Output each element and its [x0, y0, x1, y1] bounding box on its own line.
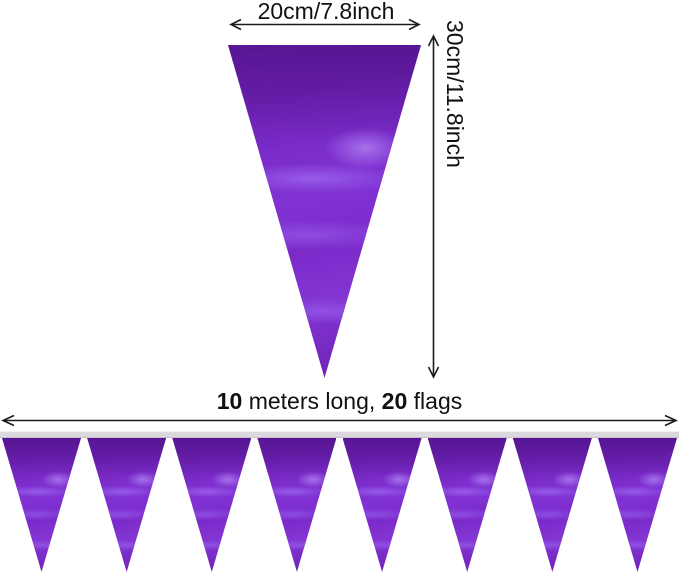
small-flag [2, 438, 81, 572]
small-flag [597, 438, 677, 572]
large-flag [228, 45, 421, 378]
height-dimension-arrow [427, 34, 440, 379]
banner-length-text: meters long, [242, 388, 382, 414]
small-flag [257, 438, 337, 572]
banner-length-number: 10 [216, 388, 243, 414]
small-flag [342, 438, 422, 572]
flag-height-label: 30cm/11.8inch [442, 20, 468, 168]
flag-row [0, 438, 679, 572]
small-flag [172, 438, 252, 572]
small-flag [512, 438, 592, 572]
small-flag [87, 438, 167, 572]
banner-flag-number: 20 [381, 388, 408, 414]
banner-string [0, 431, 679, 438]
width-dimension-arrow [229, 18, 421, 31]
length-dimension-arrow [1, 414, 678, 427]
banner-flags-text: flags [407, 388, 463, 414]
banner-length-caption: 10 meters long, 20 flags [0, 388, 679, 414]
small-flag [427, 438, 507, 572]
flag-width-label: 20cm/7.8inch [257, 0, 395, 24]
